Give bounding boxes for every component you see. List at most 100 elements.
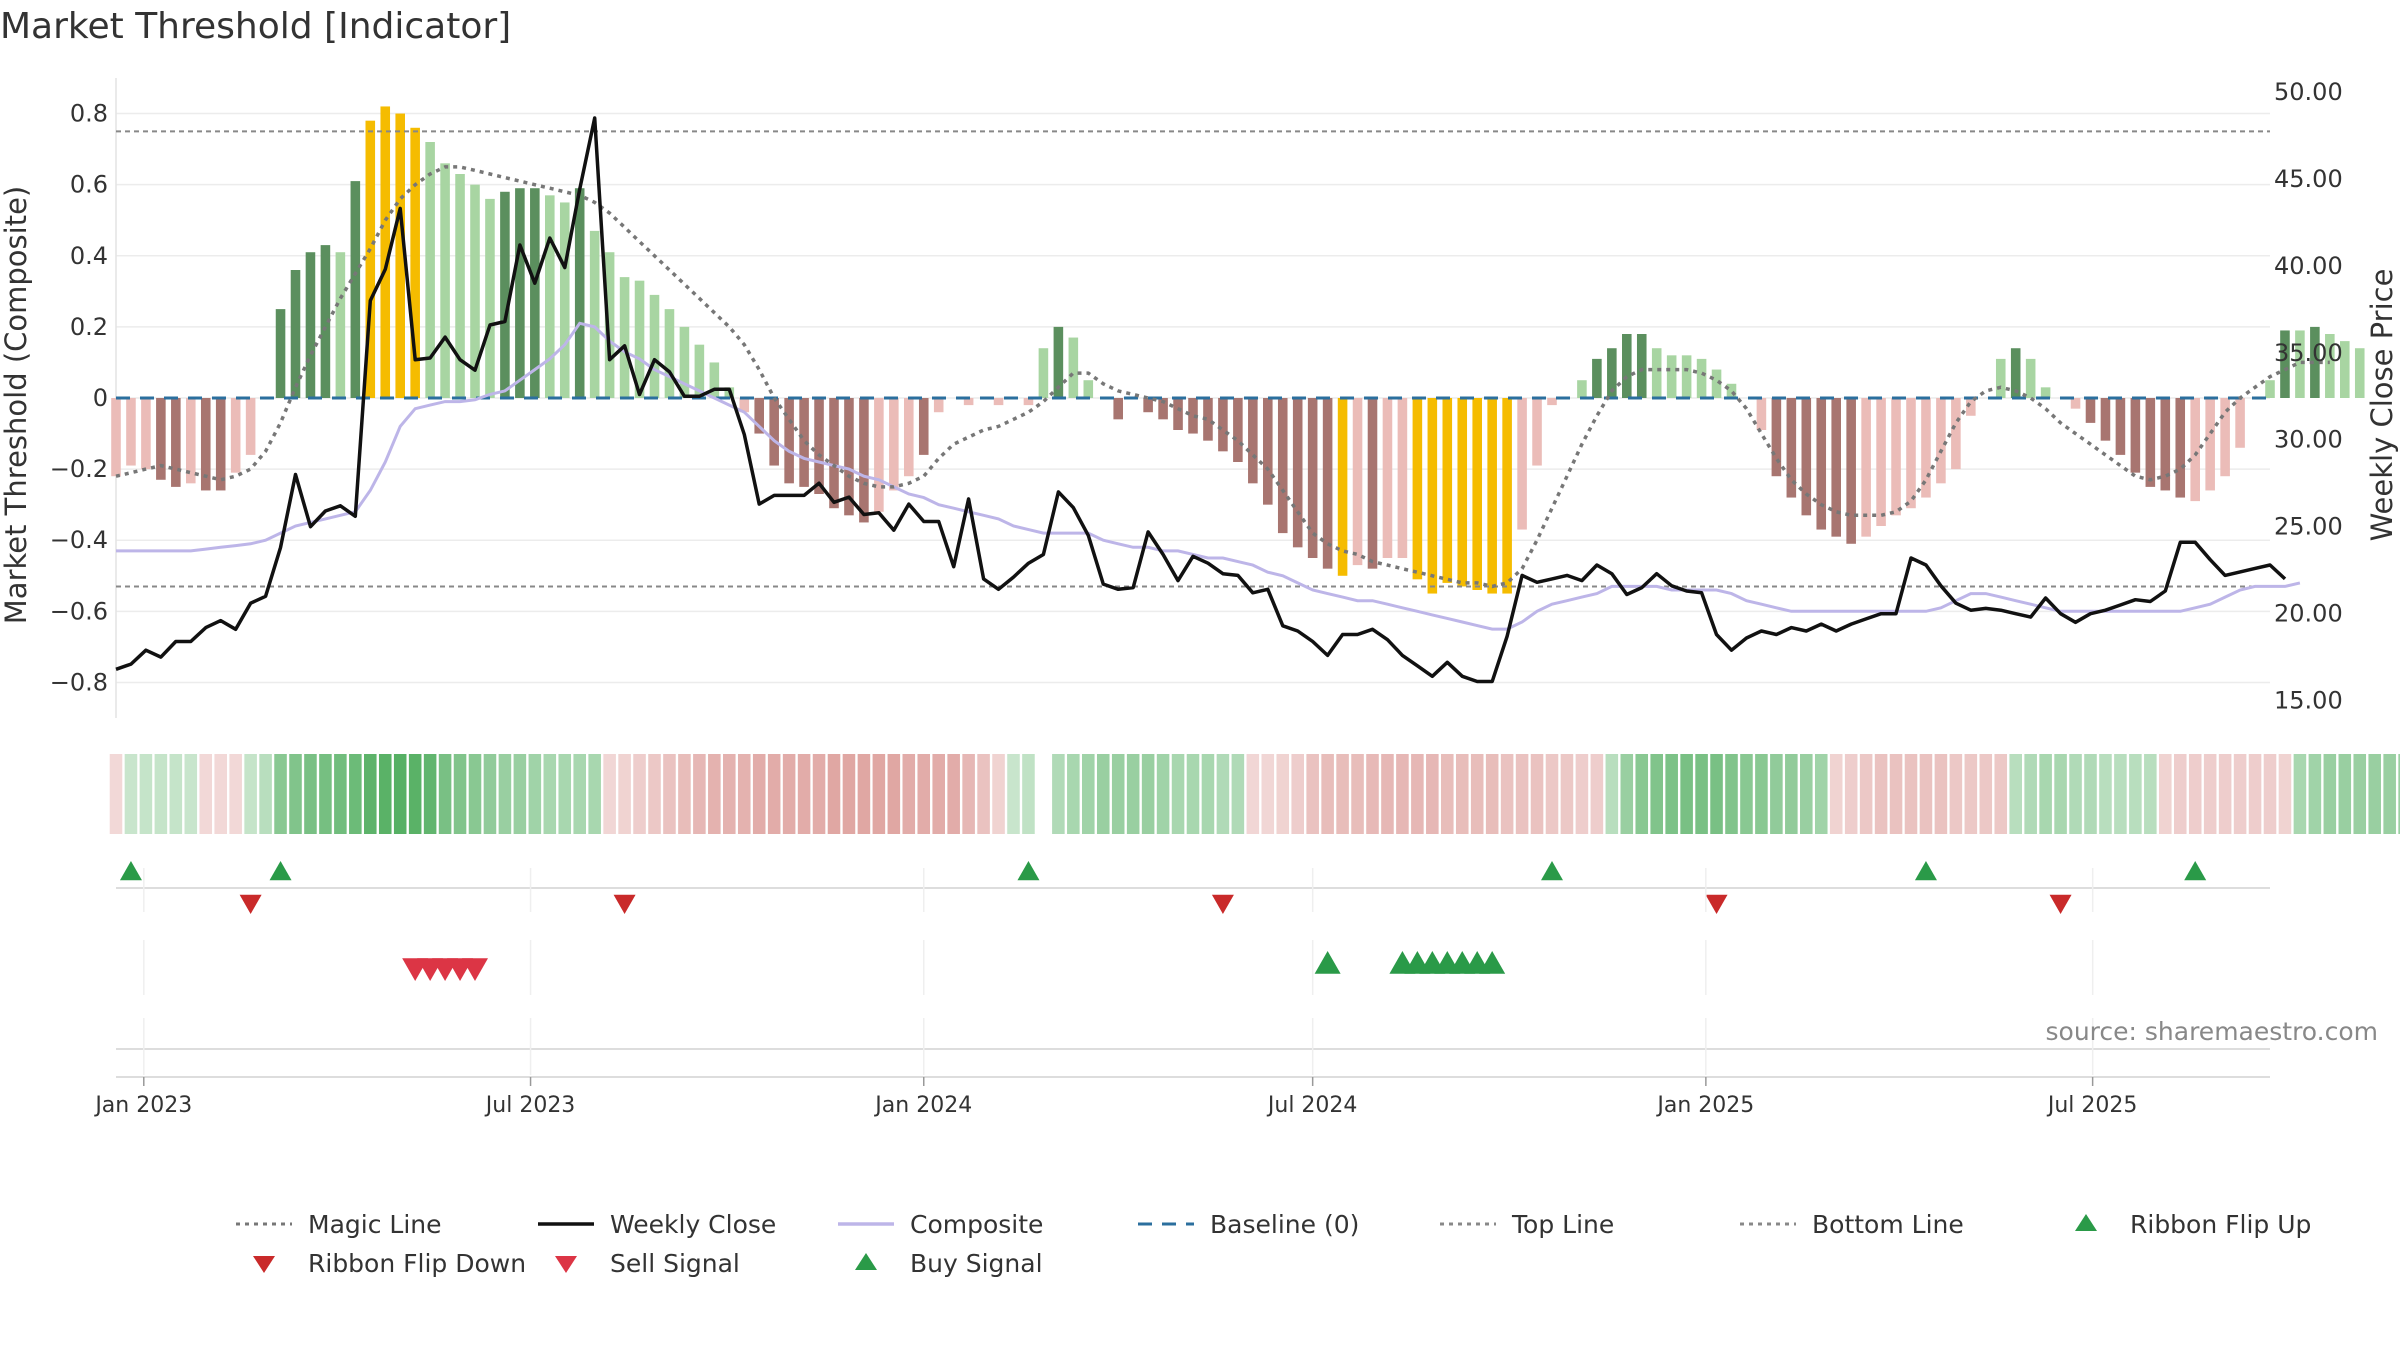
composite-bar <box>350 181 361 398</box>
ribbon-cell <box>737 754 751 834</box>
ribbon-cell <box>767 754 781 834</box>
legend-label: Weekly Close <box>610 1210 776 1239</box>
composite-bar <box>1861 398 1871 537</box>
composite-bar <box>709 362 720 398</box>
ribbon-flip-down-marker <box>239 894 262 914</box>
composite-bar <box>829 398 839 509</box>
composite-bar <box>200 398 211 491</box>
composite-bar <box>1666 355 1677 398</box>
composite-bar <box>1906 398 1916 509</box>
ribbon-cell <box>2308 754 2322 834</box>
ribbon-cell <box>378 754 392 834</box>
ribbon-cell <box>1171 754 1185 834</box>
ribbon-cell <box>1141 754 1155 834</box>
ribbon-cell <box>1859 754 1873 834</box>
ribbon-cell <box>2398 754 2400 834</box>
signal-markers <box>116 861 2270 1050</box>
legend-swatch <box>253 1256 275 1273</box>
y2-tick-label: 25.00 <box>2274 513 2343 541</box>
ribbon-cell <box>947 754 960 834</box>
composite-bar <box>530 188 540 398</box>
ribbon-cell <box>334 754 347 834</box>
ribbon-cell <box>1186 754 1200 834</box>
composite-bar <box>1337 398 1348 576</box>
composite-bar <box>1711 369 1722 398</box>
ribbon-cell <box>124 754 138 834</box>
composite-bar <box>1936 398 1946 484</box>
ribbon-cell <box>1665 754 1678 834</box>
ribbon-cell <box>139 754 153 834</box>
composite-bar <box>739 398 750 413</box>
ribbon-cell <box>438 754 452 834</box>
ribbon-cell <box>2188 754 2202 834</box>
ribbon-cell <box>812 754 826 834</box>
composite-bar <box>1547 398 1557 406</box>
ribbon-cell <box>274 754 287 834</box>
x-tick-label: Jan 2024 <box>873 1093 972 1118</box>
legend-swatch <box>555 1256 577 1273</box>
ribbon-cell <box>1874 754 1888 834</box>
composite-bar <box>1472 398 1482 590</box>
ribbon-cell <box>2338 754 2352 834</box>
ribbon-cell <box>1710 754 1723 834</box>
ribbon-cell <box>109 754 123 834</box>
composite-bar <box>1592 358 1602 398</box>
ribbon-flip-up-marker <box>119 861 142 881</box>
ribbon-cell <box>2129 754 2142 834</box>
composite-bar <box>440 163 450 398</box>
ribbon-cell <box>1949 754 1963 834</box>
composite-bar <box>320 245 331 398</box>
ribbon-cell <box>154 754 168 834</box>
ribbon-cell <box>1485 754 1499 834</box>
composite-bar <box>814 398 824 494</box>
ribbon-cell <box>2248 754 2262 834</box>
ribbon-cell <box>992 754 1005 834</box>
composite-bar <box>275 309 286 398</box>
composite-bar <box>1352 398 1363 566</box>
composite-bar <box>1726 383 1737 398</box>
composite-bar <box>1188 398 1198 434</box>
composite-bar <box>859 398 869 523</box>
composite-bar <box>2205 398 2215 491</box>
composite-bar <box>485 198 495 398</box>
y2-axis-ticks: 50.00 45.00 40.00 35.00 30.00 25.00 20.00 15.00 <box>2274 78 2343 715</box>
ribbon-cell <box>1096 754 1110 834</box>
composite-bar <box>918 398 929 455</box>
y-tick-label: −0.2 <box>50 455 108 483</box>
ribbon-cell <box>1500 754 1514 834</box>
composite-bar <box>545 195 555 398</box>
ribbon-cell <box>1755 754 1768 834</box>
y-axis-label: Market Threshold (Composite) <box>0 186 33 624</box>
ribbon-flip-up-marker <box>1541 861 1563 881</box>
ribbon-cell <box>1321 754 1334 834</box>
y-tick-label: 0.4 <box>70 242 108 270</box>
y-tick-label: −0.6 <box>50 597 108 625</box>
legend-item: Sell Signal <box>555 1249 740 1278</box>
composite-bar <box>1517 398 1527 530</box>
ribbon-cell <box>1590 754 1604 834</box>
composite-bar <box>589 230 600 398</box>
composite-line <box>116 321 2301 631</box>
sell-signal-marker <box>462 958 488 981</box>
ribbon-cell <box>453 754 467 834</box>
composite-bar <box>1068 337 1079 398</box>
buy-signal-marker <box>1314 951 1341 974</box>
ribbon-cell <box>902 754 916 834</box>
composite-bar <box>679 326 690 398</box>
x-tick-label: Jan 2023 <box>93 1093 192 1118</box>
composite-bar <box>1248 398 1258 484</box>
composite-bar <box>410 127 420 399</box>
legend-label: Ribbon Flip Down <box>308 1249 526 1278</box>
y-tick-label: 0.8 <box>70 100 108 128</box>
composite-bar <box>1367 398 1378 569</box>
composite-bar <box>1218 398 1228 452</box>
composite-bar <box>395 113 405 399</box>
y2-axis-label: Weekly Close Price <box>2365 269 2399 542</box>
composite-bar <box>1292 398 1303 548</box>
ribbon-cell <box>1426 754 1439 834</box>
composite-bar <box>1681 355 1692 398</box>
composite-bar <box>619 277 630 398</box>
composite-bar <box>1038 348 1049 398</box>
ribbon-cell <box>1126 754 1140 834</box>
legend-label: Ribbon Flip Up <box>2130 1210 2311 1239</box>
